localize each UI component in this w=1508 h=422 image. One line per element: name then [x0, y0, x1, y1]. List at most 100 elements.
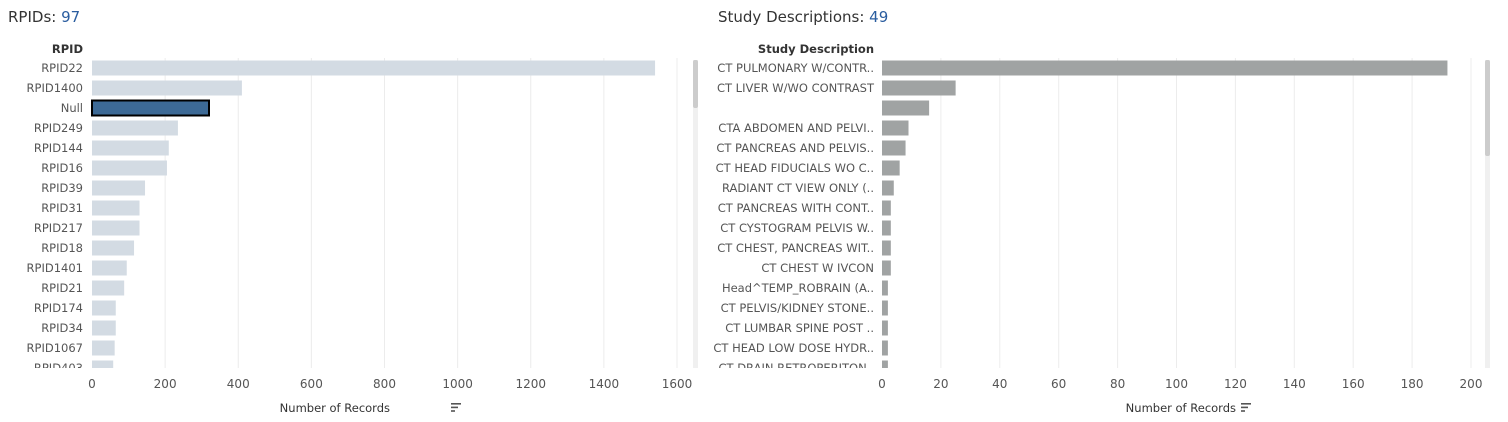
- study-category-label[interactable]: CT CYSTOGRAM PELVIS W..: [720, 221, 874, 235]
- rpid-bar[interactable]: [91, 99, 210, 117]
- study-x-tick-label: 20: [933, 377, 948, 391]
- study-category-label[interactable]: RADIANT CT VIEW ONLY (..: [722, 181, 874, 195]
- study-category-label[interactable]: CT HEAD FIDUCIALS WO C..: [716, 161, 874, 175]
- study-category-label[interactable]: CT DRAIN RETROPERITON..: [718, 361, 874, 375]
- study-category-label[interactable]: CT PELVIS/KIDNEY STONE..: [721, 301, 874, 315]
- rpid-category-label[interactable]: RPID144: [34, 141, 83, 155]
- rpid-bar[interactable]: [92, 360, 114, 376]
- rpid-x-tick-label: 1400: [589, 377, 620, 391]
- study-bar[interactable]: [882, 60, 1448, 76]
- study-bar-chart[interactable]: Study Description CT PULMONARY W/CONTR..…: [708, 0, 1508, 422]
- study-category-label[interactable]: CT LUMBAR SPINE POST ..: [725, 321, 874, 335]
- study-bar[interactable]: [882, 140, 906, 156]
- rpid-scrollbar-track[interactable]: [693, 60, 698, 368]
- study-category-label[interactable]: CTA ABDOMEN AND PELVI..: [718, 121, 874, 135]
- study-category-label[interactable]: Head^TEMP_ROBRAIN (A..: [722, 281, 874, 295]
- study-bar[interactable]: [882, 180, 894, 196]
- study-x-tick-label: 140: [1283, 377, 1306, 391]
- study-x-tick-label: 100: [1165, 377, 1188, 391]
- rpid-category-label[interactable]: RPID31: [41, 201, 83, 215]
- rpid-bar[interactable]: [92, 240, 135, 256]
- rpid-category-label[interactable]: RPID174: [34, 301, 83, 315]
- study-title-label: Study Descriptions:: [718, 8, 870, 26]
- rpid-category-label[interactable]: RPID1400: [27, 81, 83, 95]
- study-bar[interactable]: [882, 240, 891, 256]
- study-bar[interactable]: [882, 200, 891, 216]
- study-axis-label: Number of Records: [1126, 401, 1236, 415]
- study-category-label[interactable]: CT PANCREAS AND PELVIS..: [716, 141, 874, 155]
- rpid-bar[interactable]: [92, 260, 127, 276]
- study-x-tick-label: 40: [992, 377, 1007, 391]
- rpid-bar[interactable]: [92, 60, 656, 76]
- rpid-bar[interactable]: [92, 80, 242, 96]
- study-count: 49: [869, 8, 889, 26]
- rpid-category-labels[interactable]: RPID22 RPID1400 Null RPID249 RPID144 RPID16 RP…: [27, 61, 83, 375]
- rpid-bar[interactable]: [92, 280, 125, 296]
- study-scrollbar-track[interactable]: [1485, 60, 1490, 368]
- rpid-scrollbar-thumb[interactable]: [693, 60, 698, 108]
- rpid-bar[interactable]: [92, 320, 116, 336]
- study-bar[interactable]: [882, 280, 888, 296]
- study-sort-icon[interactable]: [1241, 403, 1251, 412]
- rpid-x-tick-label: 0: [88, 377, 96, 391]
- study-category-labels[interactable]: CT PULMONARY W/CONTR.. CT LIVER W/WO CONT…: [713, 61, 875, 375]
- rpid-bar[interactable]: [92, 140, 169, 156]
- study-panel-title: Study Descriptions: 49: [718, 8, 888, 26]
- study-bar[interactable]: [882, 160, 900, 176]
- study-bar[interactable]: [882, 220, 891, 236]
- rpid-x-axis: 0 200 400 600 800 1000 1200 1400 1600: [88, 377, 692, 391]
- rpid-bar[interactable]: [92, 200, 140, 216]
- rpid-bar[interactable]: [92, 120, 178, 136]
- study-category-label[interactable]: CT LIVER W/WO CONTRAST: [717, 81, 875, 95]
- study-category-label[interactable]: CT PULMONARY W/CONTR..: [717, 61, 874, 75]
- rpid-category-label[interactable]: RPID18: [41, 241, 83, 255]
- rpid-axis-label: Number of Records: [280, 401, 390, 415]
- rpid-category-label[interactable]: RPID249: [34, 121, 83, 135]
- study-gridlines: [940, 58, 1472, 368]
- rpid-category-label[interactable]: RPID1401: [27, 261, 83, 275]
- study-bar[interactable]: [882, 360, 888, 376]
- study-x-tick-label: 120: [1224, 377, 1247, 391]
- study-bar[interactable]: [882, 120, 909, 136]
- rpid-category-label[interactable]: RPID39: [41, 181, 83, 195]
- rpid-sort-icon[interactable]: [451, 403, 461, 412]
- rpid-category-label[interactable]: RPID22: [41, 61, 83, 75]
- study-bar[interactable]: [882, 320, 888, 336]
- rpid-x-tick-label: 1600: [662, 377, 693, 391]
- rpid-bar-chart[interactable]: RPID RPID22RPID1400NullRPID249RPID144RPI…: [0, 0, 708, 422]
- study-bar[interactable]: [882, 300, 888, 316]
- study-x-tick-label: 0: [878, 377, 886, 391]
- rpid-bar[interactable]: [92, 340, 115, 356]
- study-bar[interactable]: [882, 100, 930, 116]
- study-x-tick-label: 160: [1342, 377, 1365, 391]
- rpid-bar[interactable]: [92, 300, 116, 316]
- rpid-category-label[interactable]: RPID217: [34, 221, 83, 235]
- study-category-label[interactable]: CT PANCREAS WITH CONT..: [718, 201, 874, 215]
- rpid-bar[interactable]: [92, 180, 146, 196]
- rpid-category-label[interactable]: RPID1067: [27, 341, 83, 355]
- rpid-x-tick-label: 1200: [515, 377, 546, 391]
- study-x-tick-label: 200: [1460, 377, 1483, 391]
- study-x-axis: 0 20 40 60 80 100 120 140 160 180 200: [878, 377, 1482, 391]
- study-category-label[interactable]: CT HEAD LOW DOSE HYDR..: [713, 341, 874, 355]
- study-bar[interactable]: [882, 260, 891, 276]
- rpid-category-label[interactable]: RPID16: [41, 161, 83, 175]
- rpid-bar[interactable]: [92, 160, 167, 176]
- study-bar[interactable]: [882, 80, 956, 96]
- study-category-label[interactable]: CT CHEST W IVCON: [761, 261, 874, 275]
- study-x-tick-label: 60: [1051, 377, 1066, 391]
- rpid-bar[interactable]: [92, 220, 140, 236]
- rpid-category-label[interactable]: RPID21: [41, 281, 83, 295]
- study-bars[interactable]: [882, 60, 1448, 376]
- study-category-label[interactable]: CT CHEST, PANCREAS WIT..: [717, 241, 874, 255]
- study-x-tick-label: 180: [1401, 377, 1424, 391]
- study-bar[interactable]: [882, 340, 888, 356]
- rpid-count: 97: [61, 8, 81, 26]
- rpid-bars[interactable]: [91, 60, 656, 376]
- rpid-category-label[interactable]: Null: [61, 101, 83, 115]
- rpid-category-label[interactable]: RPID34: [41, 321, 83, 335]
- rpid-column-header: RPID: [52, 42, 83, 56]
- rpid-category-label[interactable]: RPID403: [34, 361, 83, 375]
- rpid-x-tick-label: 200: [154, 377, 177, 391]
- study-scrollbar-thumb[interactable]: [1485, 60, 1490, 156]
